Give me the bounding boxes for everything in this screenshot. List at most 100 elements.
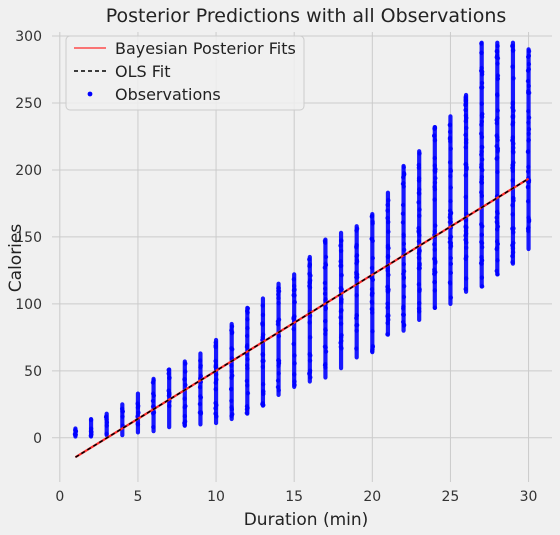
observation-point	[183, 382, 188, 388]
observation-point	[432, 305, 438, 310]
observation-point	[448, 270, 454, 276]
observation-point	[417, 213, 422, 218]
observation-point	[307, 262, 313, 267]
observation-point	[369, 306, 375, 312]
observation-point	[463, 137, 469, 142]
observation-point	[511, 145, 516, 151]
observation-point	[291, 326, 296, 332]
x-tick-label: 25	[442, 489, 460, 505]
observation-point	[339, 287, 344, 292]
observation-point	[322, 344, 328, 349]
observation-point	[307, 283, 312, 289]
observation-point	[463, 231, 469, 236]
observation-point	[323, 331, 328, 337]
observation-point	[432, 242, 437, 247]
observation-point	[432, 186, 438, 192]
observation-point	[417, 288, 422, 294]
observation-point	[479, 65, 484, 71]
observation-point	[416, 178, 422, 183]
observation-point	[463, 107, 468, 113]
observation-point	[150, 411, 156, 416]
observation-point	[463, 118, 469, 124]
observation-point	[385, 208, 390, 213]
observation-point	[447, 136, 453, 142]
observation-point	[307, 351, 312, 357]
observation-point	[416, 239, 422, 244]
observation-point	[151, 393, 156, 398]
chart-title: Posterior Predictions with all Observati…	[106, 5, 507, 27]
observation-point	[323, 318, 328, 324]
observation-point	[229, 405, 234, 410]
observation-point	[401, 247, 407, 253]
observation-point	[245, 390, 251, 396]
legend-label-posterior: Bayesian Posterior Fits	[115, 39, 296, 58]
observation-point	[323, 327, 328, 332]
observation-point	[401, 241, 407, 247]
observation-point	[400, 211, 406, 216]
observation-point	[432, 269, 437, 274]
observation-point	[526, 53, 532, 59]
observation-point	[198, 364, 203, 370]
observation-point	[401, 261, 406, 267]
observation-point	[260, 312, 266, 318]
observation-point	[526, 48, 532, 54]
observation-point	[478, 260, 484, 266]
observation-point	[276, 295, 281, 301]
observation-point	[495, 43, 500, 49]
observation-point	[447, 129, 453, 135]
observation-point	[230, 347, 235, 352]
observation-point	[354, 228, 359, 233]
observation-point	[292, 372, 297, 377]
observation-point	[448, 281, 453, 286]
observations-series	[72, 40, 532, 439]
observation-point	[433, 223, 438, 228]
y-tick-label: 200	[15, 163, 42, 179]
observation-point	[510, 253, 515, 259]
observation-point	[370, 255, 375, 261]
observation-point	[229, 328, 234, 333]
observation-point	[510, 165, 515, 171]
observation-point	[339, 338, 344, 344]
observation-point	[198, 395, 204, 400]
observation-point	[400, 312, 406, 317]
observation-point	[510, 105, 515, 110]
observation-point	[417, 151, 422, 156]
observation-point	[401, 232, 406, 237]
observation-point	[525, 185, 531, 190]
observation-point	[464, 165, 469, 170]
observation-point	[494, 268, 499, 274]
observation-point	[245, 357, 250, 362]
observation-point	[213, 340, 218, 345]
observation-point	[510, 43, 515, 49]
observation-point	[260, 382, 266, 387]
observation-point	[510, 114, 515, 119]
x-tick-label: 20	[363, 489, 381, 505]
observation-point	[386, 229, 391, 234]
observation-point	[432, 155, 437, 161]
observation-point	[291, 288, 297, 293]
observation-point	[244, 410, 250, 416]
observation-point	[464, 115, 469, 121]
observation-point	[354, 293, 359, 298]
observation-point	[182, 413, 188, 419]
observation-point	[417, 265, 422, 271]
observation-point	[416, 165, 422, 170]
observation-point	[338, 263, 343, 269]
x-tick-label: 10	[207, 489, 225, 505]
observation-point	[182, 422, 187, 428]
observation-point	[526, 115, 532, 120]
observation-point	[386, 219, 391, 225]
observation-point	[198, 358, 203, 363]
observation-point	[511, 76, 516, 81]
observation-point	[495, 241, 501, 247]
observation-point	[463, 173, 468, 178]
observation-point	[432, 126, 437, 131]
observation-point	[307, 371, 312, 376]
observation-point	[292, 299, 297, 305]
observation-point	[510, 135, 516, 140]
observation-point	[276, 371, 281, 376]
observation-point	[526, 131, 531, 136]
observation-point	[260, 364, 266, 370]
observation-point	[432, 229, 437, 234]
observation-point	[495, 108, 500, 113]
